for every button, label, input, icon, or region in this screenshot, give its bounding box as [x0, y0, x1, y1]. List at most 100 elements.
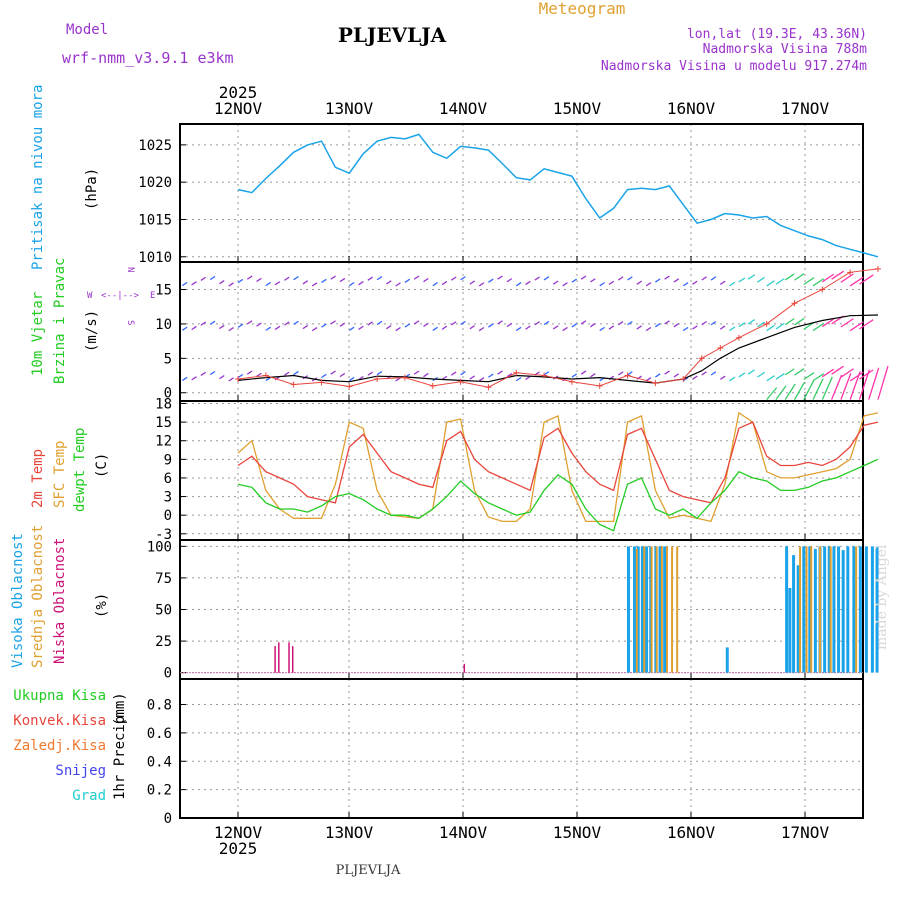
wind-barb — [219, 280, 225, 285]
wind-barb — [729, 376, 736, 382]
wind-barb — [432, 326, 438, 332]
wind-barb — [506, 373, 513, 378]
wind-barb — [246, 275, 253, 280]
footer-station: PLJEVLJA — [336, 863, 401, 878]
cloud-title: Visoka Oblacnost — [10, 533, 26, 668]
wind-barb — [821, 273, 835, 283]
wind-barb — [191, 281, 197, 286]
wind-barb — [460, 276, 466, 281]
gust-marker — [791, 300, 798, 307]
wind-barb — [673, 278, 680, 283]
precip-title: 1hr Precip — [112, 716, 128, 800]
wind-barb — [859, 274, 874, 285]
wind-barb — [793, 381, 806, 400]
wind-barb — [840, 318, 854, 328]
wind-barb — [627, 320, 633, 326]
wind-barb — [608, 280, 615, 285]
gust-marker — [235, 375, 241, 382]
wind-barb — [812, 378, 824, 400]
wind-barb — [562, 326, 568, 332]
wind-barb — [655, 323, 661, 328]
wind-barb — [432, 282, 438, 287]
gust-marker — [735, 334, 742, 341]
wind-barb — [265, 281, 271, 287]
wind-barb — [506, 278, 513, 283]
wind-barb — [386, 324, 392, 330]
wind-barb — [877, 365, 889, 400]
wind-barb — [209, 370, 216, 376]
wind-barb — [525, 325, 531, 330]
gust-marker — [847, 269, 854, 276]
wind-barb — [794, 317, 805, 326]
legend-ukupna: Ukupna Kisa — [13, 688, 106, 704]
model-label: Model — [66, 22, 108, 38]
wind-barb — [701, 320, 707, 326]
y-tick-label: 0.4 — [147, 754, 172, 770]
wind-barb — [256, 277, 262, 283]
wind-barb — [469, 375, 476, 380]
gust-marker — [513, 369, 520, 376]
y-tick-label: 1015 — [138, 212, 172, 228]
wind-barb — [293, 275, 299, 281]
wind-barb — [655, 278, 661, 283]
wind-barb — [367, 321, 374, 326]
wind-barb — [228, 282, 234, 287]
wind-barb — [284, 276, 290, 281]
gust-marker — [318, 379, 325, 386]
wind-barb — [460, 320, 466, 326]
wind-barb — [330, 370, 336, 375]
wind-barb — [181, 376, 188, 382]
temp-subtitle2: dewpt Temp — [72, 428, 88, 512]
wind-barb — [450, 371, 457, 376]
wind-barb — [219, 324, 225, 330]
wind-barb — [830, 374, 843, 400]
wind-barb — [599, 326, 605, 332]
year-top: 2025 — [219, 83, 258, 102]
wind-barb — [692, 375, 698, 380]
wind-barb — [460, 371, 466, 376]
gust-marker — [262, 372, 269, 379]
wind-barb — [858, 369, 871, 400]
wind-barb — [571, 323, 578, 328]
compass-north: N — [125, 267, 135, 272]
wind-barb — [552, 280, 559, 285]
wind-barb — [590, 278, 596, 283]
wind-barb — [562, 282, 568, 287]
wind-barb — [321, 323, 327, 328]
wind-barb — [766, 375, 775, 382]
wind-barb — [330, 275, 336, 280]
wind-barb — [719, 375, 726, 380]
bottom-day-label: 14NOV — [439, 823, 488, 842]
bottom-day-label: 16NOV — [667, 823, 716, 842]
meteogram-title: Meteogram — [539, 0, 626, 18]
wind-barb — [794, 368, 805, 376]
gust-marker — [874, 265, 881, 272]
wind-barb — [747, 318, 756, 325]
y-tick-label: 15 — [155, 415, 172, 431]
wind-barb — [729, 326, 736, 332]
wind-barb — [849, 321, 864, 332]
bottom-day-label: 17NOV — [781, 823, 830, 842]
gust-marker — [624, 372, 631, 379]
wind-barb — [246, 370, 253, 375]
wind-barb — [617, 371, 624, 376]
wind-barb — [404, 278, 411, 283]
wind-barb — [710, 371, 717, 376]
wind-barb — [571, 373, 578, 378]
y-tick-label: 1010 — [138, 250, 172, 266]
wind-barb — [757, 321, 765, 328]
y-tick-label: 10 — [155, 317, 172, 333]
wind-barb — [265, 376, 271, 382]
wind-barb — [228, 327, 234, 332]
wind-barb — [321, 278, 327, 284]
wind-barb — [450, 321, 457, 326]
y-tick-label: 0 — [164, 508, 172, 524]
y-tick-label: 0.8 — [147, 698, 172, 714]
wind-barb — [599, 282, 605, 287]
wind-barb — [710, 321, 717, 326]
wind-barb — [627, 371, 633, 376]
wind-barb — [849, 371, 861, 400]
wind-barb — [627, 276, 633, 281]
cloud-subtitle: Srednja Oblacnost — [30, 525, 46, 668]
wind-barb — [209, 275, 216, 281]
